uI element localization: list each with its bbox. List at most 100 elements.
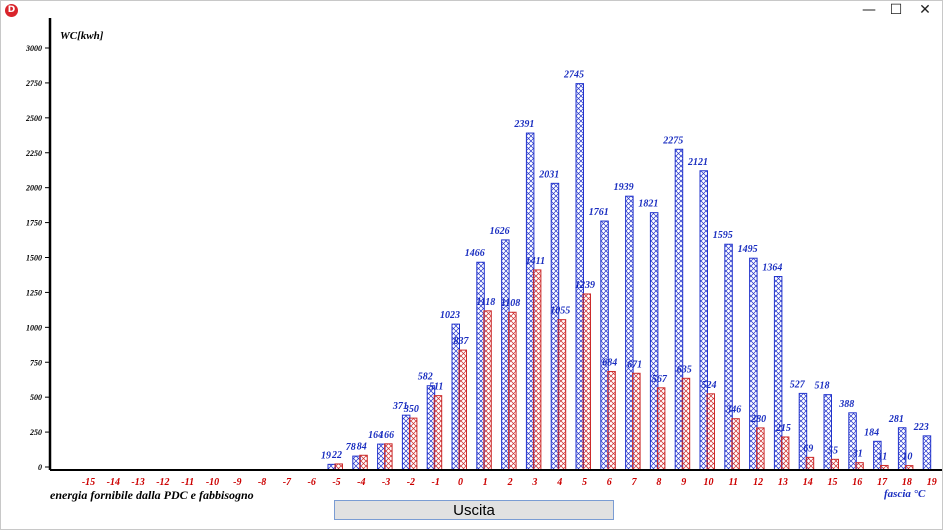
exit-button[interactable]: Uscita — [334, 500, 614, 520]
demand-value-label: 635 — [677, 364, 692, 375]
demand-bar — [805, 456, 815, 471]
y-axis-label: WC[kwh] — [60, 30, 104, 42]
x-tick-label: -13 — [131, 477, 144, 488]
supply-value-label: 1761 — [589, 207, 609, 218]
supply-value-label: 78 — [346, 442, 356, 453]
x-tick-label: -7 — [283, 477, 292, 488]
supply-bar — [550, 182, 560, 471]
demand-bar — [557, 319, 567, 471]
supply-value-label: 1626 — [490, 226, 510, 237]
demand-bar — [408, 417, 418, 471]
supply-bar — [625, 195, 634, 471]
supply-bar — [600, 220, 609, 471]
x-tick-label: 7 — [632, 477, 638, 488]
demand-value-label: 22 — [331, 450, 342, 461]
x-tick-label: 19 — [927, 477, 937, 488]
supply-bar — [749, 257, 758, 471]
supply-bar — [525, 132, 535, 471]
supply-value-label: 19 — [321, 450, 331, 461]
app-icon: D — [5, 4, 18, 17]
supply-bar — [649, 212, 659, 471]
demand-bar — [458, 349, 467, 471]
supply-value-label: 1821 — [638, 199, 658, 210]
demand-value-label: 215 — [775, 423, 791, 434]
supply-bar — [922, 435, 932, 471]
supply-bar — [426, 385, 436, 471]
demand-bar — [681, 377, 691, 471]
demand-bar — [532, 269, 542, 471]
demand-bar — [582, 293, 591, 471]
supply-value-label: 527 — [790, 379, 806, 390]
demand-bar — [706, 393, 715, 471]
supply-value-label: 1466 — [465, 248, 485, 259]
supply-value-label: 184 — [864, 427, 879, 438]
y-tick-label: 500 — [30, 393, 42, 402]
x-tick-label: -10 — [206, 477, 219, 488]
supply-bar — [401, 414, 411, 471]
supply-value-label: 223 — [913, 422, 929, 433]
demand-value-label: 671 — [627, 359, 642, 370]
x-tick-label: 10 — [704, 477, 714, 488]
demand-bar — [384, 443, 393, 471]
maximize-button[interactable]: ☐ — [889, 2, 903, 18]
minimize-button[interactable]: — — [862, 2, 876, 18]
supply-bar — [352, 455, 361, 471]
supply-value-label: 2031 — [538, 169, 559, 180]
demand-value-label: 84 — [357, 441, 367, 452]
x-tick-label: -1 — [432, 477, 440, 488]
y-tick-label: 1500 — [26, 254, 42, 263]
y-tick-label: 1750 — [26, 219, 42, 228]
x-tick-label: -4 — [357, 477, 365, 488]
y-tick-label: 750 — [30, 358, 42, 367]
y-tick-label: 2750 — [25, 79, 42, 88]
y-tick-label: 1250 — [26, 288, 42, 297]
supply-value-label: 281 — [888, 414, 904, 425]
x-tick-label: 1 — [483, 477, 488, 488]
y-tick-label: 2000 — [25, 184, 42, 193]
demand-value-label: 1055 — [550, 306, 570, 317]
x-tick-label: 5 — [582, 477, 587, 488]
x-tick-label: -12 — [156, 477, 169, 488]
supply-value-label: 371 — [392, 401, 408, 412]
x-tick-label: -15 — [82, 477, 95, 488]
x-tick-label: 18 — [902, 477, 912, 488]
close-button[interactable]: ✕ — [919, 2, 931, 18]
x-tick-label: -11 — [181, 477, 194, 488]
x-axis-label: fascia °C — [884, 488, 926, 500]
supply-value-label: 582 — [418, 372, 433, 383]
x-tick-label: 4 — [556, 477, 562, 488]
demand-value-label: 350 — [403, 404, 419, 415]
x-tick-label: -3 — [382, 477, 390, 488]
y-tick-label: 3000 — [25, 44, 42, 53]
demand-value-label: 1239 — [575, 280, 595, 291]
demand-value-label: 684 — [602, 357, 617, 368]
y-tick-label: 2500 — [25, 114, 42, 123]
demand-value-label: 31 — [852, 449, 863, 460]
demand-value-label: 837 — [454, 336, 470, 347]
supply-value-label: 2745 — [563, 70, 584, 81]
supply-value-label: 2391 — [513, 119, 534, 130]
x-tick-label: -8 — [258, 477, 266, 488]
demand-value-label: 166 — [379, 430, 394, 441]
demand-value-label: 10 — [902, 452, 912, 463]
demand-value-label: 1118 — [476, 297, 495, 308]
supply-value-label: 518 — [815, 381, 830, 392]
x-tick-label: -14 — [107, 477, 120, 488]
demand-value-label: 524 — [702, 380, 717, 391]
supply-bar — [377, 443, 386, 471]
x-tick-label: 2 — [507, 477, 513, 488]
demand-bar — [632, 372, 641, 471]
demand-value-label: 69 — [803, 443, 813, 454]
x-tick-label: 15 — [828, 477, 838, 488]
y-tick-label: 1000 — [26, 323, 42, 332]
demand-value-label: 55 — [828, 445, 838, 456]
x-tick-label: -5 — [332, 477, 340, 488]
supply-bar — [798, 392, 808, 471]
supply-value-label: 1023 — [440, 310, 460, 321]
supply-value-label: 388 — [838, 399, 854, 410]
x-tick-label: 9 — [681, 477, 686, 488]
supply-bar — [823, 394, 832, 471]
x-tick-label: 17 — [877, 477, 888, 488]
demand-value-label: 11 — [878, 451, 887, 462]
